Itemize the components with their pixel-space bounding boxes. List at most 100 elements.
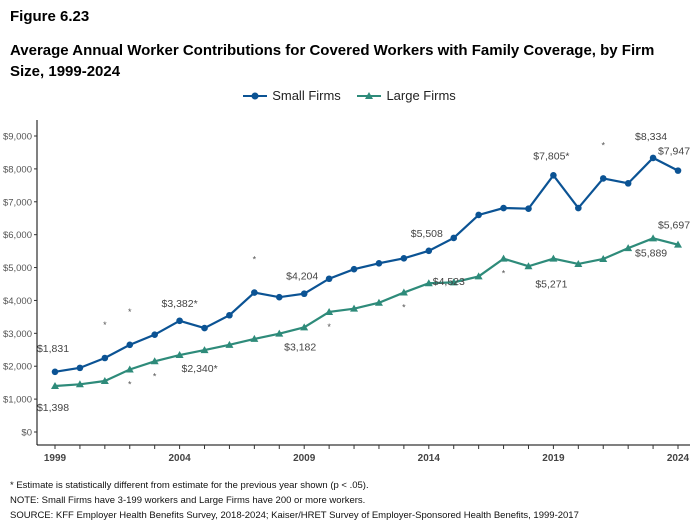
- data-point: [374, 298, 383, 306]
- y-tick-label: $4,000: [3, 296, 32, 307]
- triangle-marker-icon: [357, 91, 382, 99]
- data-label: $4,523: [433, 276, 465, 288]
- data-point: [226, 311, 233, 319]
- significance-asterisk: *: [327, 322, 331, 332]
- data-point: [525, 205, 532, 212]
- series-line-large-firms: [54, 237, 679, 388]
- data-label: $5,271: [535, 279, 567, 291]
- data-point: [175, 351, 184, 359]
- data-point: [599, 255, 608, 263]
- data-point: [399, 288, 408, 296]
- data-point: [624, 180, 632, 187]
- data-label: $3,182: [284, 341, 316, 353]
- y-tick-label: $8,000: [3, 164, 32, 175]
- data-point: [125, 365, 134, 373]
- notes: * Estimate is statistically different fr…: [10, 478, 579, 523]
- circle-marker-icon: [243, 92, 268, 99]
- data-point: [424, 279, 433, 287]
- y-tick-label: $1,000: [3, 395, 32, 406]
- data-point: [499, 254, 508, 262]
- figure-label: Figure 6.23: [10, 8, 90, 25]
- data-point: [300, 290, 308, 298]
- x-tick-label: 2004: [168, 453, 191, 464]
- data-point: [350, 304, 359, 312]
- data-label: $2,340*: [181, 363, 217, 375]
- data-label: $8,334: [635, 131, 667, 143]
- data-point: [176, 317, 183, 325]
- note-firm-size: NOTE: Small Firms have 3-199 workers and…: [10, 495, 366, 506]
- data-point: [500, 204, 507, 212]
- data-point: [524, 262, 533, 270]
- data-label: $5,697: [658, 220, 690, 232]
- data-label: $1,398: [37, 402, 69, 414]
- data-label: $7,947: [658, 146, 690, 158]
- significance-asterisk: *: [601, 140, 605, 150]
- data-point: [475, 211, 482, 219]
- data-point: [101, 354, 109, 362]
- y-tick-label: $7,000: [3, 197, 32, 208]
- data-point: [574, 259, 583, 267]
- data-point: [674, 240, 682, 248]
- significance-asterisk: *: [128, 307, 132, 317]
- data-point: [450, 234, 458, 242]
- data-point: [400, 255, 408, 262]
- x-tick-label: 2014: [418, 453, 441, 464]
- data-point: [275, 293, 283, 301]
- data-point: [76, 364, 84, 372]
- data-point: [151, 331, 158, 338]
- legend: Small Firms Large Firms: [0, 88, 698, 105]
- line-chart: $0 $1,000 $2,000 $3,000 $4,000 $5,000 $6,000 $7…: [3, 120, 690, 464]
- data-label: $1,831: [37, 343, 69, 355]
- y-tick-label: $0: [21, 428, 32, 439]
- series-line-small-firms: [54, 156, 679, 373]
- data-point: [474, 272, 483, 280]
- significance-asterisk: *: [402, 303, 406, 313]
- data-point: [649, 154, 657, 162]
- data-point: [425, 247, 433, 255]
- data-point: [550, 172, 557, 179]
- data-point: [201, 324, 208, 332]
- significance-asterisk: *: [103, 320, 107, 330]
- legend-label: Large Firms: [386, 88, 456, 103]
- data-point: [275, 329, 284, 337]
- data-point: [575, 204, 582, 212]
- data-label: $5,889: [635, 247, 667, 259]
- chart-title: Average Annual Worker Contributions for …: [10, 42, 655, 80]
- legend-label: Small Firms: [272, 88, 341, 103]
- data-point: [225, 340, 234, 348]
- data-label: $3,382*: [161, 298, 197, 310]
- note-significance: * Estimate is statistically different fr…: [10, 480, 369, 491]
- legend-item-small-firms: Small Firms: [242, 88, 341, 103]
- legend-item-large-firms: Large Firms: [356, 88, 456, 103]
- x-tick-label: 2009: [293, 453, 316, 464]
- data-point: [200, 346, 209, 354]
- data-label: $5,508: [411, 228, 443, 240]
- x-tick-label: 1999: [44, 453, 67, 464]
- data-point: [649, 234, 658, 242]
- data-point: [325, 275, 333, 283]
- y-tick-label: $5,000: [3, 263, 32, 274]
- data-point: [674, 167, 682, 174]
- data-point: [126, 341, 134, 349]
- data-point: [251, 289, 258, 296]
- y-tick-label: $6,000: [3, 230, 32, 241]
- data-point: [375, 259, 383, 267]
- data-point: [300, 323, 309, 331]
- data-label: $4,204: [286, 271, 318, 283]
- data-point: [51, 368, 59, 376]
- data-point: [250, 334, 259, 342]
- data-point: [624, 244, 633, 252]
- significance-asterisk: *: [253, 255, 257, 265]
- data-point: [599, 175, 607, 182]
- y-tick-label: $9,000: [3, 132, 32, 143]
- significance-asterisk: *: [502, 269, 506, 279]
- data-point: [150, 357, 159, 365]
- significance-asterisk: *: [128, 380, 132, 390]
- data-point: [350, 265, 358, 273]
- data-point: [325, 307, 334, 315]
- x-tick-label: 2024: [667, 453, 690, 464]
- y-tick-label: $3,000: [3, 329, 32, 340]
- significance-asterisk: *: [153, 371, 157, 381]
- data-point: [549, 254, 558, 262]
